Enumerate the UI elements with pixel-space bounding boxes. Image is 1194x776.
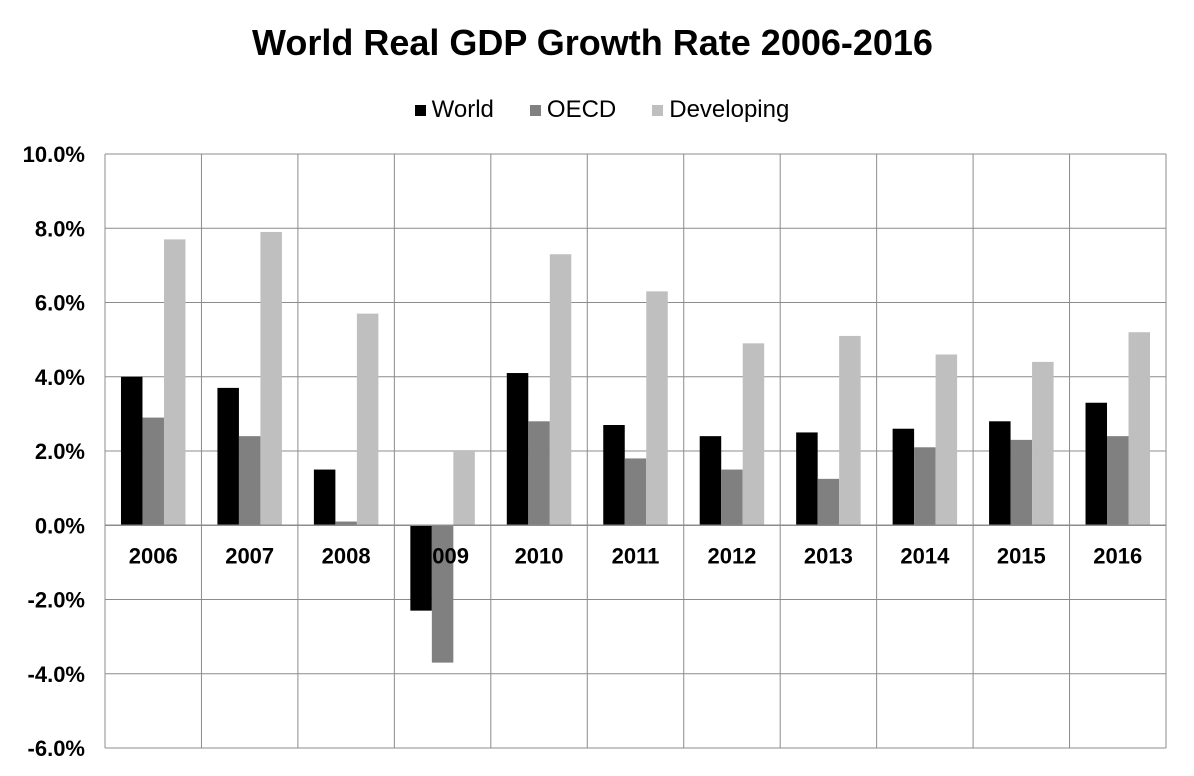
bar-oecd-2016: [1107, 436, 1129, 526]
x-category-label: 2016: [1093, 543, 1142, 568]
bar-developing-2010: [549, 254, 572, 526]
x-category-label: 2014: [900, 543, 950, 568]
bar-oecd-2007: [238, 436, 261, 526]
x-category-label: 2011: [612, 543, 660, 568]
y-tick-label: -6.0%: [28, 736, 85, 761]
bar-world-2015: [989, 421, 1011, 526]
bar-developing-2016: [1128, 332, 1151, 526]
bar-oecd-2012: [721, 469, 743, 526]
bar-developing-2014: [935, 354, 958, 526]
x-category-label: 2007: [225, 543, 274, 568]
y-tick-label: -2.0%: [28, 588, 85, 613]
bar-oecd-2010: [528, 421, 550, 526]
x-category-label: 2010: [515, 543, 564, 568]
bar-developing-2012: [742, 343, 765, 526]
legend-swatch-developing: [652, 104, 664, 116]
bar-world-2016: [1085, 402, 1108, 526]
bar-world-2014: [892, 428, 915, 526]
x-category-label: 009: [432, 543, 469, 568]
legend-swatch-oecd: [529, 104, 541, 116]
y-tick-label: 6.0%: [35, 291, 85, 316]
legend-label-world: World: [431, 96, 494, 123]
legend-item-oecd: OECD: [520, 96, 616, 124]
bar-developing-2011: [646, 291, 668, 526]
x-category-label: 2013: [804, 543, 853, 568]
bar-developing-2008: [356, 313, 379, 526]
bar-oecd-2015: [1010, 439, 1033, 526]
y-tick-label: -4.0%: [28, 662, 85, 687]
legend-item-developing: Developing: [642, 96, 789, 124]
bar-world-2010: [506, 373, 529, 526]
bar-oecd-2011: [624, 458, 647, 526]
bar-developing-2013: [839, 335, 861, 526]
bar-developing-2015: [1032, 361, 1054, 526]
bar-developing-2006: [163, 239, 186, 526]
y-tick-label: 10.0%: [23, 142, 85, 167]
bar-world-2011: [603, 425, 625, 526]
chart-legend: World OECD Developing: [0, 96, 1194, 124]
bar-world-2006: [120, 376, 143, 526]
x-category-label: 2008: [322, 543, 371, 568]
bar-oecd-2014: [914, 447, 936, 526]
y-tick-label: 8.0%: [35, 216, 85, 241]
legend-label-developing: Developing: [669, 96, 790, 123]
legend-swatch-world: [414, 104, 426, 116]
bar-developing-2007: [260, 231, 282, 526]
bar-world-2012: [699, 436, 722, 526]
bar-oecd-2008: [335, 521, 357, 526]
bar-oecd-2009: [431, 525, 454, 663]
bar-world-2007: [217, 387, 239, 526]
bar-world-2009: [410, 525, 432, 611]
bar-world-2008: [313, 469, 336, 526]
y-tick-label: 2.0%: [35, 439, 85, 464]
x-category-label: 2012: [707, 543, 756, 568]
bar-oecd-2013: [817, 478, 840, 526]
y-tick-label: 4.0%: [35, 365, 85, 390]
bar-developing-2009: [453, 451, 475, 526]
x-category-label: 2006: [129, 543, 178, 568]
x-category-label: 2015: [997, 543, 1046, 568]
bar-world-2013: [796, 432, 818, 526]
y-tick-label: 0.0%: [35, 513, 85, 538]
legend-item-world: World: [405, 96, 494, 124]
legend-label-oecd: OECD: [546, 96, 617, 123]
bar-oecd-2006: [142, 417, 164, 526]
chart-title: World Real GDP Growth Rate 2006-2016: [252, 22, 933, 63]
